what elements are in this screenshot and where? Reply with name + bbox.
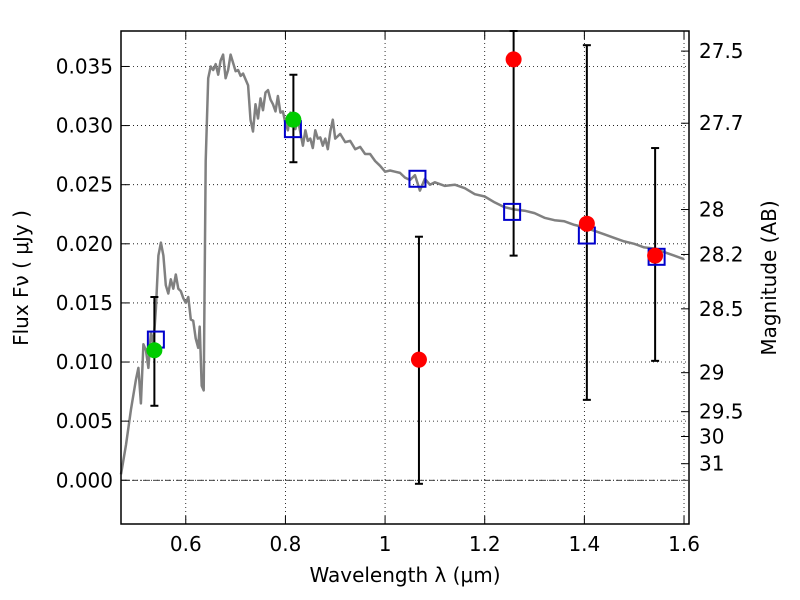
magnitude-tick-label: 28	[699, 198, 724, 222]
y-axis-ticks: 0.000 0.005 0.010 0.015 0.020 0.025 0.030 0.035	[56, 54, 129, 492]
observed-point	[647, 247, 664, 264]
x-tick-label: 0.8	[270, 532, 302, 556]
model-band-square	[408, 169, 427, 188]
x-tick-label: 1.6	[668, 532, 700, 556]
magnitude-axis-label: Magnitude (AB)	[757, 200, 781, 355]
y-tick-label: 0.030	[56, 114, 113, 138]
observed-point	[505, 51, 522, 68]
magnitude-tick-label: 27.5	[699, 39, 744, 63]
magnitude-tick-label: 28.2	[699, 242, 744, 266]
x-tick-label: 1.2	[469, 532, 501, 556]
x-axis-ticks: 0.6 0.8 1 1.2 1.4 1.6	[170, 31, 700, 556]
observed-point	[146, 342, 163, 359]
sed-model	[119, 53, 685, 475]
y-tick-label: 0.020	[56, 232, 113, 256]
x-tick-label: 0.6	[170, 532, 202, 556]
y-axis-label: Flux Fν ( μJy )	[9, 210, 33, 346]
magnitude-tick-label: 30	[699, 425, 724, 449]
magnitude-tick-label: 29	[699, 361, 724, 385]
y-tick-label: 0.000	[56, 468, 113, 492]
observed-points	[146, 51, 664, 368]
magnitude-tick-label: 27.7	[699, 111, 744, 135]
x-tick-label: 1.4	[568, 532, 600, 556]
x-axis-label: Wavelength λ (μm)	[309, 563, 500, 587]
y-tick-label: 0.015	[56, 291, 113, 315]
plot-frame	[120, 30, 690, 525]
y-tick-label: 0.035	[56, 54, 113, 78]
magnitude-tick-label: 28.5	[699, 297, 744, 321]
observed-point	[285, 111, 302, 128]
magnitude-tick-label: 31	[699, 452, 724, 476]
error-bars	[150, 30, 660, 485]
y-tick-label: 0.005	[56, 409, 113, 433]
observed-point	[578, 215, 595, 232]
observed-point	[410, 351, 427, 368]
model-band-square	[503, 202, 522, 221]
x-tick-label: 1	[379, 532, 392, 556]
sed-model-line	[119, 53, 685, 475]
magnitude-axis-ticks: 27.5 27.7 28 28.2 28.5 29 29.530 31	[681, 39, 744, 476]
y-tick-label: 0.025	[56, 173, 113, 197]
magnitude-tick-label: 29.5	[699, 400, 744, 424]
y-tick-label: 0.010	[56, 350, 113, 374]
